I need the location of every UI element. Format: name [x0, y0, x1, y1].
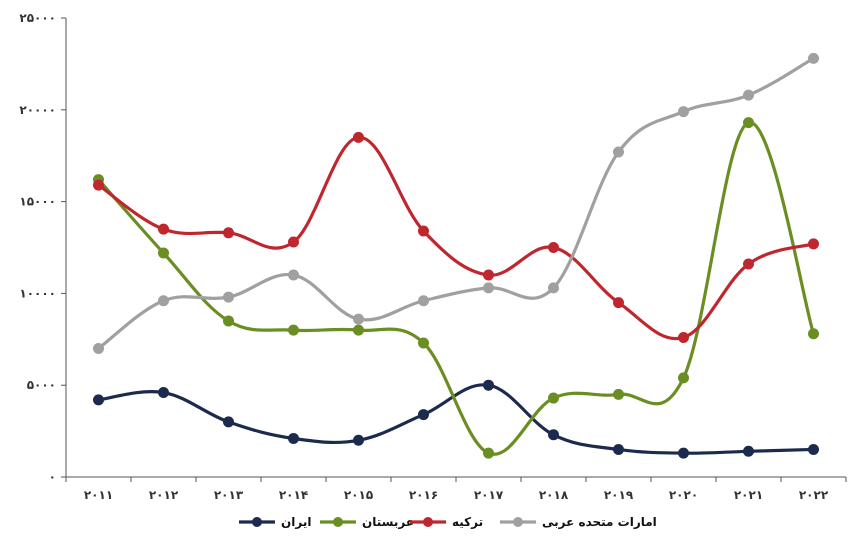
x-tick-label: ۲۰۱۶ — [409, 488, 438, 502]
legend-item: ایران — [239, 515, 311, 529]
legend-item: امارات متحده عربی — [500, 515, 657, 529]
series-3 — [93, 131, 819, 343]
x-tick-label: ۲۰۱۷ — [474, 488, 504, 502]
data-point — [483, 282, 494, 294]
data-point — [158, 223, 169, 235]
data-point — [743, 258, 754, 270]
legend-item: عربستان — [320, 515, 414, 529]
data-point — [353, 131, 364, 143]
legend-item: ترکیه — [410, 515, 483, 529]
data-point — [808, 328, 819, 340]
data-point — [743, 445, 754, 457]
y-tick-label: ۱۰۰۰۰ — [19, 286, 56, 300]
data-point — [158, 387, 169, 399]
data-point — [288, 324, 299, 336]
data-point — [418, 225, 429, 237]
data-point — [353, 313, 364, 325]
data-point — [613, 146, 624, 158]
data-point — [158, 247, 169, 259]
data-point — [548, 429, 559, 441]
data-point — [548, 242, 559, 253]
y-tick-label: ۵۰۰۰ — [27, 378, 56, 392]
data-point — [353, 434, 364, 446]
data-point — [548, 282, 559, 294]
data-point — [353, 324, 364, 336]
data-point — [743, 117, 754, 129]
data-point — [548, 392, 559, 404]
legend-label: عربستان — [362, 515, 414, 529]
data-point — [678, 372, 689, 384]
data-point — [223, 291, 234, 303]
series-line — [97, 56, 815, 350]
legend-label: امارات متحده عربی — [542, 515, 657, 529]
data-point — [613, 388, 624, 400]
data-point — [613, 443, 624, 455]
data-point — [93, 179, 104, 191]
data-point — [483, 269, 494, 281]
data-point — [678, 331, 689, 343]
data-point — [808, 443, 819, 455]
data-point — [418, 295, 429, 307]
data-point — [743, 89, 754, 101]
legend-marker-dot — [423, 517, 433, 527]
series-1 — [93, 379, 819, 459]
axes: ۰ ۵۰۰۰ ۱۰۰۰۰ ۱۵۰۰۰ ۲۰۰۰۰ ۲۵۰۰۰ ۲۰۱۱ ۲۰۱۲ ۲۰۱۳ ۲۰۱… — [19, 11, 847, 502]
legend-label: ایران — [281, 515, 311, 529]
data-point — [808, 238, 819, 250]
data-point — [678, 447, 689, 459]
legend-marker-dot — [333, 517, 343, 527]
series-line — [98, 383, 814, 455]
y-tick-label: ۲۵۰۰۰ — [19, 11, 56, 25]
data-point — [483, 379, 494, 391]
series-2 — [93, 117, 819, 459]
data-point — [288, 432, 299, 444]
y-tick-label: ۲۰۰۰۰ — [19, 103, 56, 117]
x-tick-label: ۲۰۱۵ — [344, 488, 373, 502]
y-tick-label: ۰ — [49, 470, 56, 484]
series-line — [97, 121, 816, 456]
x-tick-label: ۲۰۲۲ — [799, 488, 829, 502]
data-point — [808, 52, 819, 64]
x-tick-label: ۲۰۱۴ — [279, 488, 308, 502]
data-point — [158, 295, 169, 307]
legend-marker-dot — [513, 517, 523, 527]
series-layer — [93, 52, 819, 459]
x-tick-label: ۲۰۱۸ — [539, 488, 569, 502]
data-point — [223, 227, 234, 239]
data-point — [288, 269, 299, 281]
data-point — [483, 447, 494, 459]
data-point — [288, 236, 299, 248]
x-tick-label: ۲۰۱۱ — [84, 488, 113, 502]
x-tick-label: ۲۰۱۳ — [214, 488, 244, 502]
x-tick-label: ۲۰۱۲ — [149, 488, 179, 502]
x-tick-label: ۲۰۲۱ — [734, 488, 763, 502]
x-tick-label: ۲۰۲۰ — [669, 488, 698, 502]
data-point — [93, 394, 104, 406]
data-point — [223, 315, 234, 327]
data-point — [418, 337, 429, 349]
data-point — [223, 416, 234, 428]
legend-marker-dot — [252, 517, 262, 527]
x-tick-label: ۲۰۱۹ — [604, 488, 634, 502]
series-4 — [93, 52, 819, 354]
series-line — [97, 135, 814, 341]
legend-label: ترکیه — [452, 515, 483, 529]
data-point — [93, 342, 104, 354]
data-point — [678, 106, 689, 118]
legend: ایران عربستان ترکیه امارات متحده عربی — [239, 515, 657, 529]
data-point — [613, 297, 624, 309]
data-point — [418, 409, 429, 421]
y-tick-label: ۱۵۰۰۰ — [19, 195, 56, 209]
